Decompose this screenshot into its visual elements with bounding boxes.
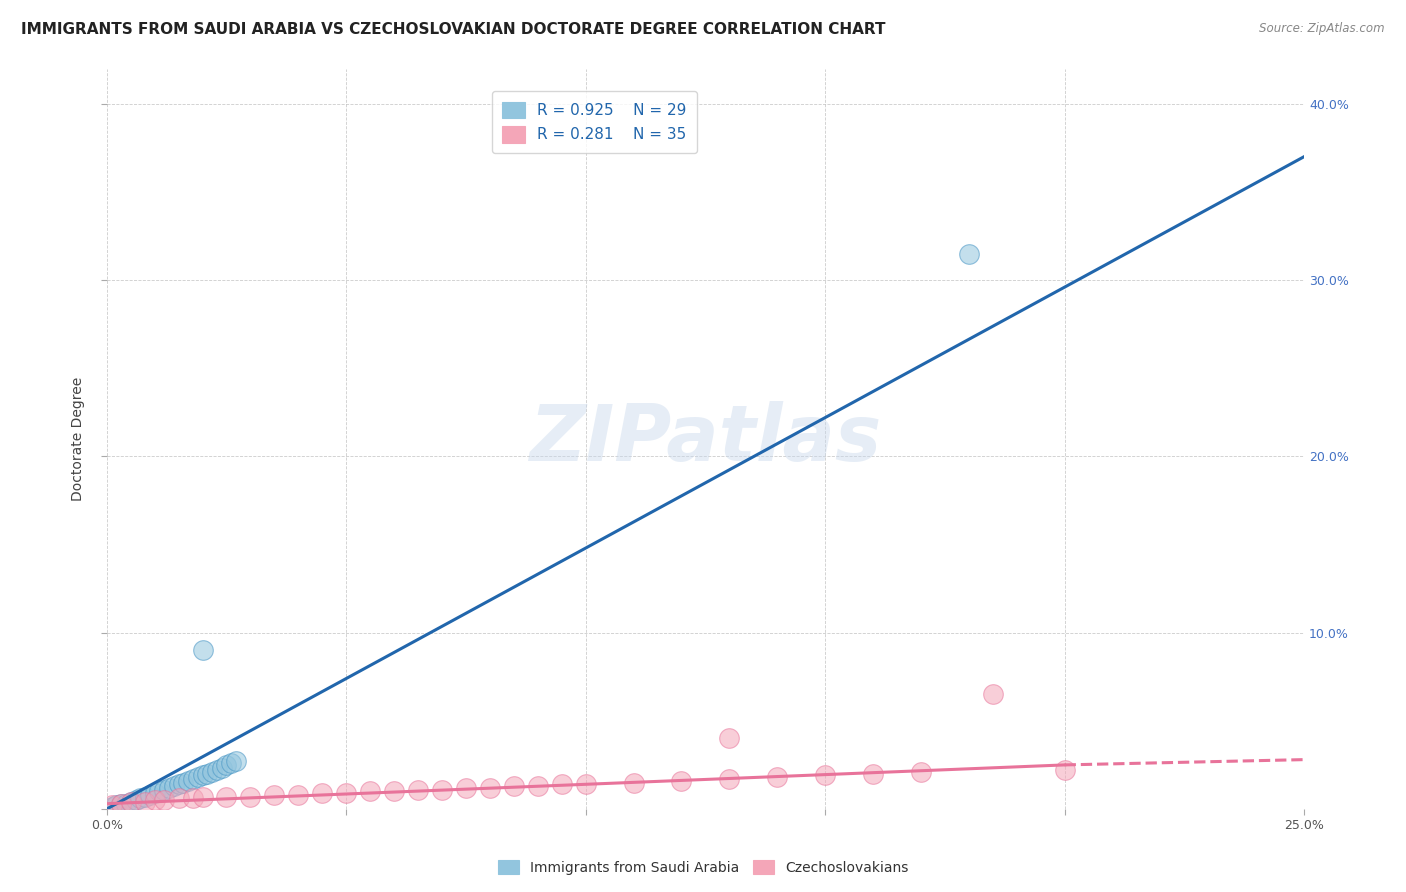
Point — [335, 786, 357, 800]
Point — [153, 793, 176, 807]
Y-axis label: Doctorate Degree: Doctorate Degree — [72, 376, 86, 501]
Point — [981, 687, 1004, 701]
Point — [167, 791, 190, 805]
Text: ZIPatlas: ZIPatlas — [529, 401, 882, 476]
Point — [120, 795, 142, 809]
Point — [187, 770, 209, 784]
Point — [163, 779, 186, 793]
Point — [191, 789, 214, 804]
Point — [105, 798, 128, 813]
Point — [177, 773, 200, 788]
Point — [191, 643, 214, 657]
Legend: Immigrants from Saudi Arabia, Czechoslovakians: Immigrants from Saudi Arabia, Czechoslov… — [492, 855, 914, 880]
Point — [201, 764, 224, 779]
Point — [100, 798, 122, 813]
Point — [115, 797, 138, 811]
Point — [225, 755, 247, 769]
Point — [718, 731, 741, 746]
Point — [551, 777, 574, 791]
Point — [406, 782, 429, 797]
Point — [287, 788, 309, 802]
Point — [215, 789, 238, 804]
Point — [263, 788, 285, 802]
Point — [359, 784, 381, 798]
Point — [478, 780, 501, 795]
Point — [120, 795, 142, 809]
Point — [239, 789, 262, 804]
Point — [575, 777, 598, 791]
Point — [1053, 763, 1076, 777]
Point — [910, 764, 932, 779]
Text: IMMIGRANTS FROM SAUDI ARABIA VS CZECHOSLOVAKIAN DOCTORATE DEGREE CORRELATION CHA: IMMIGRANTS FROM SAUDI ARABIA VS CZECHOSL… — [21, 22, 886, 37]
Point — [157, 780, 180, 795]
Point — [172, 775, 194, 789]
Point — [502, 779, 524, 793]
Point — [191, 768, 214, 782]
Legend: R = 0.925    N = 29, R = 0.281    N = 35: R = 0.925 N = 29, R = 0.281 N = 35 — [492, 91, 697, 153]
Point — [134, 789, 156, 804]
Point — [221, 756, 243, 771]
Point — [205, 763, 228, 777]
Point — [671, 773, 693, 788]
Point — [211, 761, 233, 775]
Point — [311, 786, 333, 800]
Point — [143, 793, 166, 807]
Point — [110, 797, 132, 811]
Point — [167, 777, 190, 791]
Point — [814, 768, 837, 782]
Point — [862, 766, 884, 780]
Point — [139, 788, 162, 802]
Point — [215, 758, 238, 772]
Point — [134, 795, 156, 809]
Point — [382, 784, 405, 798]
Point — [957, 246, 980, 260]
Point — [430, 782, 453, 797]
Point — [181, 772, 204, 786]
Point — [148, 784, 170, 798]
Point — [181, 791, 204, 805]
Point — [766, 770, 789, 784]
Point — [195, 766, 218, 780]
Point — [124, 793, 146, 807]
Point — [623, 775, 645, 789]
Point — [718, 772, 741, 786]
Point — [454, 780, 477, 795]
Point — [527, 779, 550, 793]
Point — [129, 791, 152, 805]
Point — [100, 800, 122, 814]
Point — [143, 786, 166, 800]
Point — [110, 797, 132, 811]
Text: Source: ZipAtlas.com: Source: ZipAtlas.com — [1260, 22, 1385, 36]
Point — [153, 782, 176, 797]
